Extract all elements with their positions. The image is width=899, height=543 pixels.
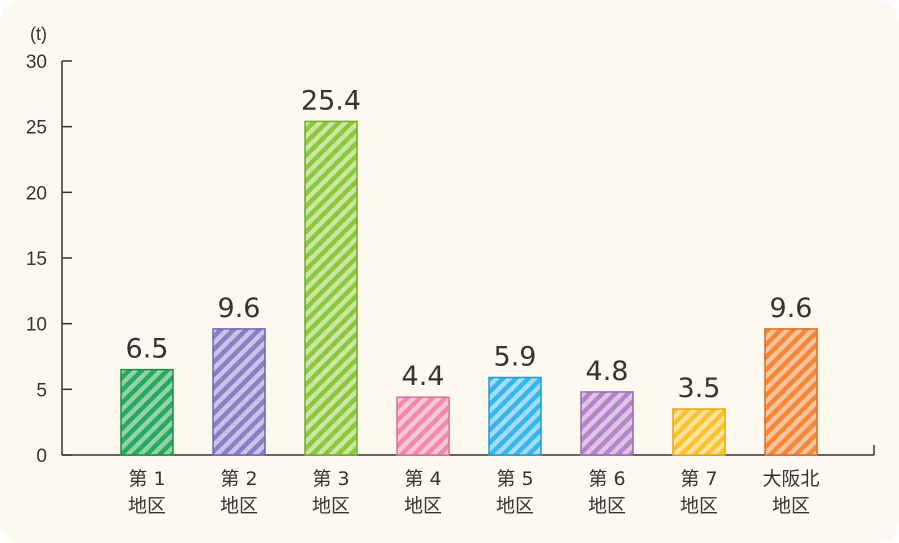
category-label-line: 地区 [312, 495, 350, 517]
category-label-line: 第 1 [128, 468, 165, 490]
category-label-line: 地区 [588, 495, 626, 517]
category-label-line: 大阪北 [762, 468, 819, 490]
bar [672, 408, 726, 456]
y-tick-label: 0 [36, 446, 47, 467]
category-label-line: 第 3 [312, 468, 349, 490]
category-label-line: 地区 [772, 495, 810, 517]
x-axis [62, 445, 875, 456]
category-label-line: 第 5 [496, 468, 533, 490]
bar [488, 376, 542, 456]
bar [764, 328, 818, 456]
category-label-line: 第 4 [404, 468, 441, 490]
bar-value-label: 25.4 [301, 85, 361, 116]
category-label-line: 地区 [404, 495, 442, 517]
bar [580, 391, 634, 456]
category-label-line: 地区 [220, 495, 258, 517]
y-tick-label: 10 [26, 315, 47, 336]
bar [120, 368, 174, 456]
y-tick-label: 20 [26, 183, 47, 204]
value-labels: 6.5 9.6 25.4 4.4 5.9 4.8 3.5 9.6 [126, 85, 813, 404]
bar-value-label: 6.5 [126, 334, 169, 365]
category-label-line: 地区 [128, 495, 166, 517]
y-axis: 0 5 10 15 20 25 30 [26, 52, 72, 467]
bar [212, 328, 266, 456]
y-tick-label: 25 [26, 118, 47, 139]
category-label-line: 地区 [680, 495, 718, 517]
bar [304, 120, 358, 456]
category-label-line: 第 6 [588, 468, 625, 490]
bar-value-label: 3.5 [678, 373, 721, 404]
category-label-line: 地区 [496, 495, 534, 517]
y-tick-label: 5 [36, 380, 47, 401]
bar-value-label: 9.6 [218, 293, 261, 324]
bar-value-label: 9.6 [770, 293, 813, 324]
bars [120, 120, 818, 456]
bar [396, 396, 450, 456]
category-label-line: 第 2 [220, 468, 257, 490]
y-tick-label: 15 [26, 249, 47, 270]
bar-value-label: 4.8 [586, 356, 629, 387]
category-label-line: 第 7 [680, 468, 717, 490]
y-tick-label: 30 [26, 52, 47, 73]
y-axis-unit-label: (t) [30, 24, 47, 44]
bar-value-label: 5.9 [494, 342, 537, 373]
bar-value-label: 4.4 [402, 361, 445, 392]
